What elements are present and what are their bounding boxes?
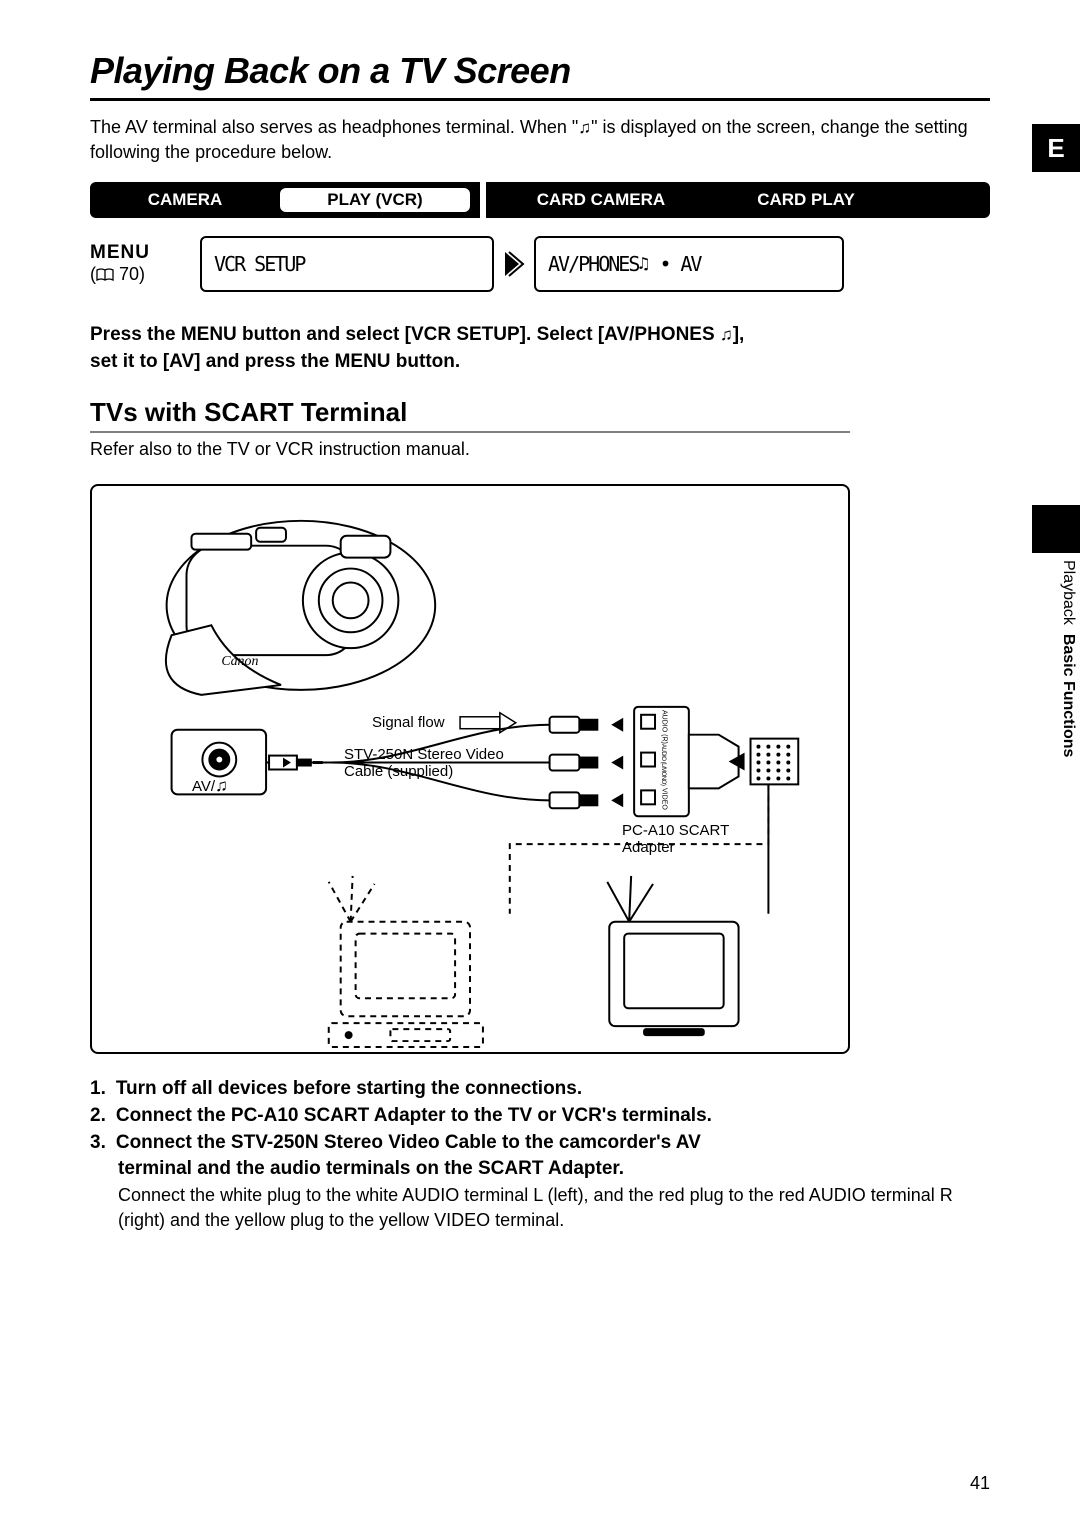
step-1-text: Turn off all devices before starting the… (116, 1076, 582, 1103)
step-3: 3. Connect the STV-250N Stereo Video Cab… (90, 1130, 990, 1157)
tab-separator (480, 182, 486, 218)
label-adapter-2: Adapter (622, 839, 675, 857)
instr-line1-end: ], (733, 324, 745, 345)
side-language-tab: E (1032, 124, 1080, 172)
label-av-jack: AV/♫ (192, 776, 228, 796)
instr-line1: Press the MENU button and select [VCR SE… (90, 324, 720, 345)
menu-label-top: MENU (90, 242, 200, 264)
menu-instruction: Press the MENU button and select [VCR SE… (90, 322, 990, 375)
headphone-icon: ♫ (720, 325, 733, 344)
menu-row: MENU ( 70) VCR SETUP AV/PHONES ♫ • AV (90, 236, 990, 292)
book-icon (96, 268, 114, 282)
side-section-marker (1032, 505, 1080, 553)
label-signal-flow: Signal flow (372, 714, 445, 732)
intro-text: The AV terminal also serves as headphone… (90, 115, 990, 164)
section-subnote: Refer also to the TV or VCR instruction … (90, 439, 990, 460)
tab-play-vcr: PLAY (VCR) (280, 188, 470, 212)
label-audio-l: AUDIO (L/MONO) (659, 744, 666, 785)
diagram-svg: Canon (92, 486, 848, 1053)
intro-pre: The AV terminal also serves as headphone… (90, 117, 578, 137)
step-3-num: 3. (90, 1130, 106, 1157)
step-2: 2. Connect the PC-A10 SCART Adapter to t… (90, 1103, 990, 1130)
page-title: Playing Back on a TV Screen (90, 50, 990, 101)
menu-arrow (494, 236, 534, 292)
page-number: 41 (970, 1473, 990, 1494)
step-3b-text: terminal and the audio terminals on the … (118, 1156, 624, 1183)
step-3-text: Connect the STV-250N Stereo Video Cable … (116, 1130, 701, 1157)
mode-tab-bar: CAMERA PLAY (VCR) CARD CAMERA CARD PLAY (90, 182, 990, 218)
menu-box-right-post: AV (680, 252, 700, 276)
headphone-icon: ♫ (578, 118, 591, 137)
connection-diagram: Canon (90, 484, 850, 1054)
step-1: 1. Turn off all devices before starting … (90, 1076, 990, 1103)
connection-steps: 1. Turn off all devices before starting … (90, 1076, 990, 1233)
menu-label: MENU ( 70) (90, 236, 200, 292)
step-3-detail: Connect the white plug to the white AUDI… (118, 1183, 990, 1233)
label-cable-supplied: Cable (supplied) (344, 763, 453, 781)
label-audio-r: AUDIO (R) (659, 710, 667, 744)
arrow-icon (503, 250, 525, 278)
tab-card-play: CARD PLAY (716, 190, 896, 210)
label-adapter-1: PC-A10 SCART (622, 822, 729, 840)
menu-label-bot: ( 70) (90, 264, 200, 285)
label-video: VIDEO (659, 788, 667, 810)
tab-card-camera: CARD CAMERA (496, 190, 706, 210)
step-2-text: Connect the PC-A10 SCART Adapter to the … (116, 1103, 712, 1130)
menu-box-left: VCR SETUP (200, 236, 494, 292)
section-subhead: TVs with SCART Terminal (90, 397, 850, 433)
svg-text:Canon: Canon (221, 654, 258, 669)
side-section-sub: Playback (1060, 560, 1077, 625)
menu-box-right-pre: AV/PHONES (548, 252, 638, 276)
menu-box-right: AV/PHONES ♫ • AV (534, 236, 844, 292)
step-2-num: 2. (90, 1103, 106, 1130)
tab-camera: CAMERA (100, 190, 270, 210)
label-cable-name: STV-250N Stereo Video (344, 746, 504, 764)
menu-box-right-mid: • (659, 252, 669, 276)
step-3b: terminal and the audio terminals on the … (118, 1156, 990, 1183)
instr-line2: set it to [AV] and press the MENU button… (90, 351, 460, 372)
step-1-num: 1. (90, 1076, 106, 1103)
headphone-icon: ♫ (638, 254, 648, 274)
menu-box-left-text: VCR SETUP (214, 252, 304, 276)
side-section-text: Playback Basic Functions (1060, 560, 1076, 757)
side-section-group: Basic Functions (1060, 634, 1077, 758)
menu-label-page: 70) (119, 264, 145, 284)
